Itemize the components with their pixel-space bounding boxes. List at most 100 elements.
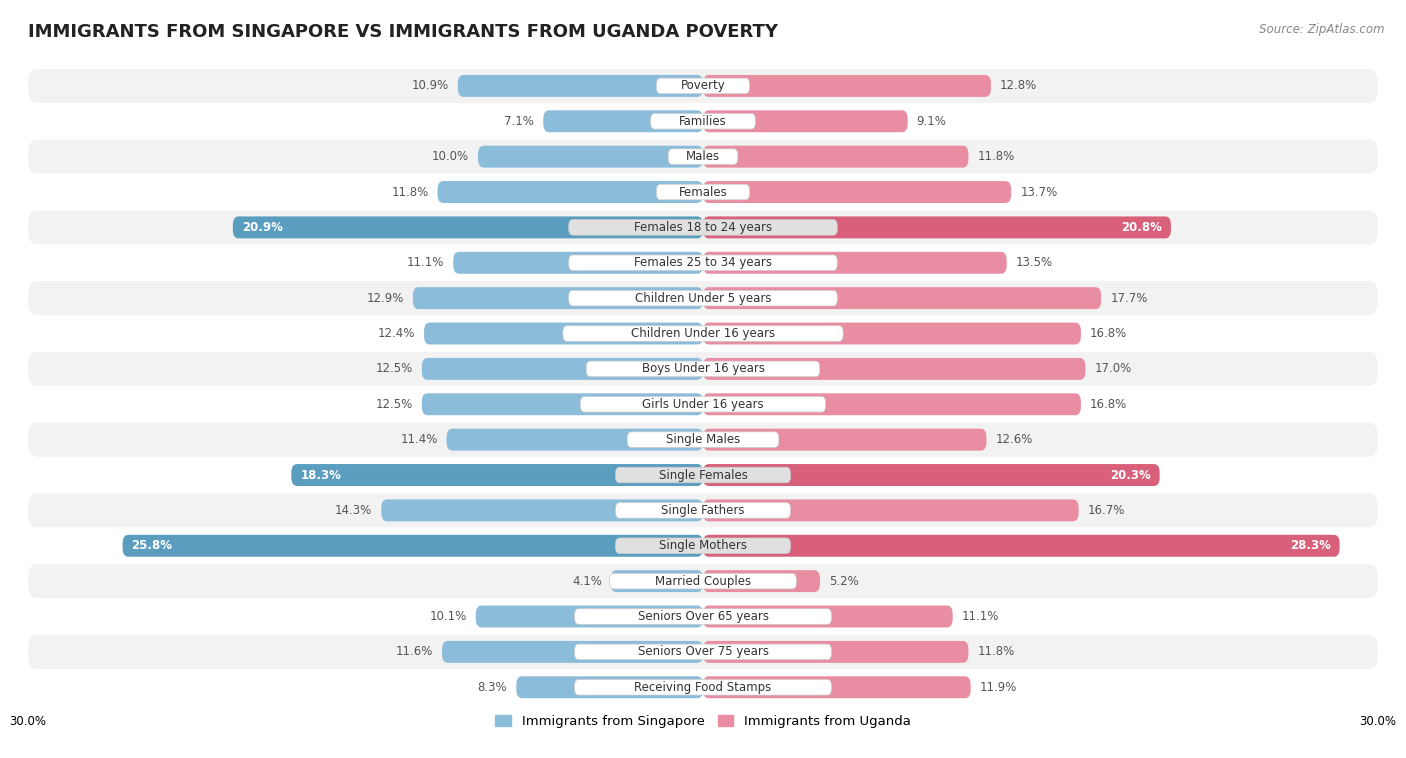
Text: Females 25 to 34 years: Females 25 to 34 years <box>634 256 772 269</box>
Text: Males: Males <box>686 150 720 163</box>
FancyBboxPatch shape <box>291 464 703 486</box>
Text: Single Females: Single Females <box>658 468 748 481</box>
Text: 20.3%: 20.3% <box>1109 468 1150 481</box>
Text: Children Under 16 years: Children Under 16 years <box>631 327 775 340</box>
Text: 12.4%: 12.4% <box>378 327 415 340</box>
FancyBboxPatch shape <box>586 361 820 377</box>
FancyBboxPatch shape <box>28 529 1378 562</box>
Text: 20.9%: 20.9% <box>242 221 283 234</box>
FancyBboxPatch shape <box>568 220 838 235</box>
Text: 18.3%: 18.3% <box>301 468 342 481</box>
FancyBboxPatch shape <box>413 287 703 309</box>
FancyBboxPatch shape <box>458 75 703 97</box>
Text: 9.1%: 9.1% <box>917 114 946 128</box>
FancyBboxPatch shape <box>703 464 1160 486</box>
Text: 11.4%: 11.4% <box>401 433 437 446</box>
Text: 17.0%: 17.0% <box>1094 362 1132 375</box>
FancyBboxPatch shape <box>703 393 1081 415</box>
FancyBboxPatch shape <box>422 393 703 415</box>
FancyBboxPatch shape <box>616 467 790 483</box>
Text: 11.8%: 11.8% <box>977 150 1015 163</box>
FancyBboxPatch shape <box>703 111 908 132</box>
FancyBboxPatch shape <box>703 500 1078 522</box>
FancyBboxPatch shape <box>575 679 831 695</box>
Text: 11.8%: 11.8% <box>977 645 1015 659</box>
Text: 12.5%: 12.5% <box>375 398 413 411</box>
FancyBboxPatch shape <box>703 358 1085 380</box>
FancyBboxPatch shape <box>610 570 703 592</box>
FancyBboxPatch shape <box>28 352 1378 386</box>
Text: Families: Families <box>679 114 727 128</box>
FancyBboxPatch shape <box>610 573 796 589</box>
Text: 28.3%: 28.3% <box>1289 539 1330 553</box>
FancyBboxPatch shape <box>703 287 1101 309</box>
FancyBboxPatch shape <box>447 429 703 450</box>
Text: Females: Females <box>679 186 727 199</box>
FancyBboxPatch shape <box>28 317 1378 350</box>
Text: 20.8%: 20.8% <box>1121 221 1161 234</box>
FancyBboxPatch shape <box>437 181 703 203</box>
FancyBboxPatch shape <box>657 78 749 94</box>
FancyBboxPatch shape <box>568 290 838 306</box>
Text: 14.3%: 14.3% <box>335 504 373 517</box>
FancyBboxPatch shape <box>441 641 703 662</box>
Text: 16.7%: 16.7% <box>1088 504 1125 517</box>
FancyBboxPatch shape <box>703 429 987 450</box>
FancyBboxPatch shape <box>28 69 1378 103</box>
Text: 8.3%: 8.3% <box>478 681 508 694</box>
FancyBboxPatch shape <box>28 493 1378 528</box>
FancyBboxPatch shape <box>28 139 1378 174</box>
FancyBboxPatch shape <box>575 644 831 659</box>
FancyBboxPatch shape <box>581 396 825 412</box>
Text: Seniors Over 65 years: Seniors Over 65 years <box>637 610 769 623</box>
FancyBboxPatch shape <box>28 635 1378 669</box>
Text: Single Males: Single Males <box>666 433 740 446</box>
FancyBboxPatch shape <box>703 181 1011 203</box>
FancyBboxPatch shape <box>28 600 1378 634</box>
FancyBboxPatch shape <box>651 114 755 129</box>
Text: 13.7%: 13.7% <box>1021 186 1057 199</box>
Text: Boys Under 16 years: Boys Under 16 years <box>641 362 765 375</box>
Text: Females 18 to 24 years: Females 18 to 24 years <box>634 221 772 234</box>
FancyBboxPatch shape <box>28 246 1378 280</box>
Text: 16.8%: 16.8% <box>1090 398 1128 411</box>
FancyBboxPatch shape <box>703 570 820 592</box>
Text: Poverty: Poverty <box>681 80 725 92</box>
FancyBboxPatch shape <box>28 281 1378 315</box>
FancyBboxPatch shape <box>28 458 1378 492</box>
FancyBboxPatch shape <box>478 146 703 168</box>
Text: Single Fathers: Single Fathers <box>661 504 745 517</box>
Text: IMMIGRANTS FROM SINGAPORE VS IMMIGRANTS FROM UGANDA POVERTY: IMMIGRANTS FROM SINGAPORE VS IMMIGRANTS … <box>28 23 778 41</box>
FancyBboxPatch shape <box>703 606 953 628</box>
FancyBboxPatch shape <box>703 641 969 662</box>
FancyBboxPatch shape <box>28 387 1378 421</box>
FancyBboxPatch shape <box>122 535 703 556</box>
Text: 11.8%: 11.8% <box>391 186 429 199</box>
Text: 4.1%: 4.1% <box>572 575 602 587</box>
Text: 7.1%: 7.1% <box>505 114 534 128</box>
FancyBboxPatch shape <box>703 323 1081 344</box>
Text: Children Under 5 years: Children Under 5 years <box>634 292 772 305</box>
FancyBboxPatch shape <box>28 211 1378 244</box>
FancyBboxPatch shape <box>616 503 790 518</box>
Text: 12.8%: 12.8% <box>1000 80 1038 92</box>
FancyBboxPatch shape <box>233 217 703 238</box>
FancyBboxPatch shape <box>562 326 844 341</box>
FancyBboxPatch shape <box>28 670 1378 704</box>
FancyBboxPatch shape <box>475 606 703 628</box>
Text: 10.0%: 10.0% <box>432 150 470 163</box>
Text: 25.8%: 25.8% <box>132 539 173 553</box>
FancyBboxPatch shape <box>543 111 703 132</box>
FancyBboxPatch shape <box>28 175 1378 209</box>
Text: 12.9%: 12.9% <box>367 292 404 305</box>
Legend: Immigrants from Singapore, Immigrants from Uganda: Immigrants from Singapore, Immigrants fr… <box>489 709 917 733</box>
Text: Single Mothers: Single Mothers <box>659 539 747 553</box>
Text: Source: ZipAtlas.com: Source: ZipAtlas.com <box>1260 23 1385 36</box>
Text: Married Couples: Married Couples <box>655 575 751 587</box>
FancyBboxPatch shape <box>703 75 991 97</box>
FancyBboxPatch shape <box>28 105 1378 138</box>
FancyBboxPatch shape <box>703 676 970 698</box>
FancyBboxPatch shape <box>703 146 969 168</box>
FancyBboxPatch shape <box>703 252 1007 274</box>
Text: Receiving Food Stamps: Receiving Food Stamps <box>634 681 772 694</box>
